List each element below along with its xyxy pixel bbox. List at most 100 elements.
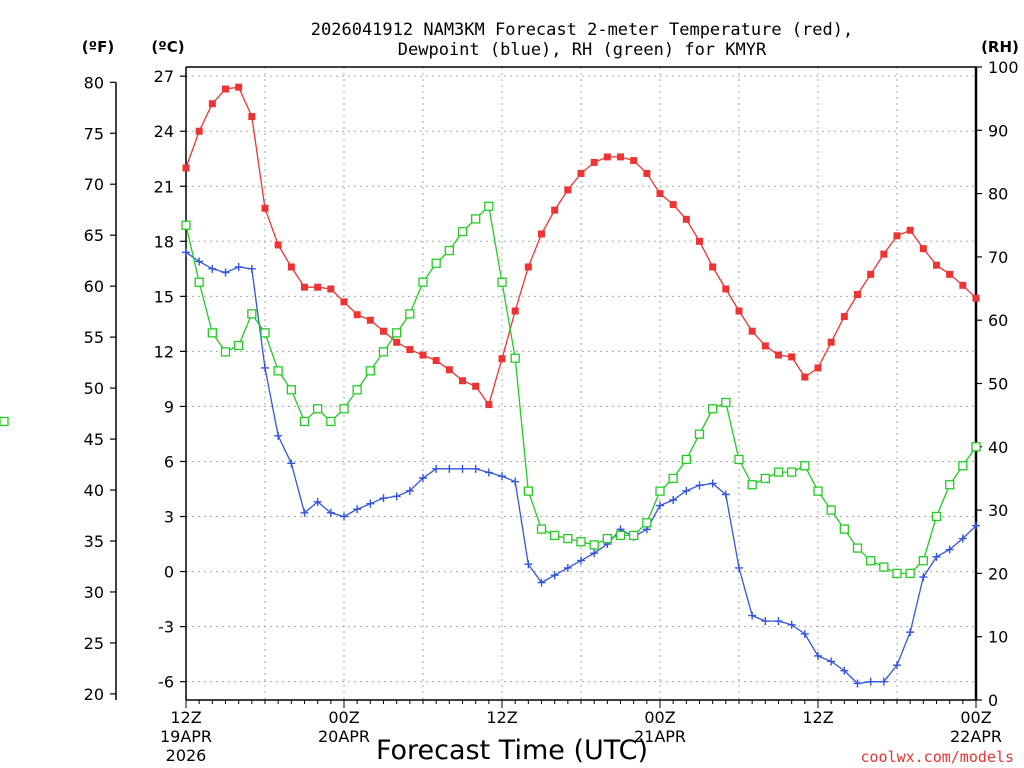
title-line-1: 2026041912 NAM3KM Forecast 2-meter Tempe… [311,20,853,40]
rh-point [326,416,336,427]
rh-tick-label: 70 [988,248,1008,267]
dewpoint-line [185,251,977,685]
2-meter-temperature-point [208,100,216,108]
f-tick-label: 70 [84,175,104,194]
2-meter-temperature-point [393,338,401,346]
dewpoint-point [484,468,493,477]
2-meter-temperature-point [880,250,888,258]
2-meter-temperature-point [946,270,954,278]
rh-point [299,416,310,427]
c-tick-label: 9 [164,397,174,416]
2-meter-temperature-point [696,237,703,245]
2-meter-temperature-point [919,245,927,253]
dewpoint-point [656,501,664,510]
rh-point [418,277,428,287]
2-meter-temperature-point [972,294,980,302]
rh-point [365,366,375,376]
dewpoint-point [182,248,190,257]
dewpoint-point [932,552,941,561]
dewpoint-point [879,677,888,686]
2-meter-temperature-point [630,157,638,165]
c-tick-label: -3 [158,618,174,637]
dewpoint-point [445,464,454,473]
rh-point [247,309,257,319]
2-meter-temperature-point [261,204,269,212]
rh-tick-label: 100 [988,58,1019,77]
rh-point [471,214,481,224]
rh-point [721,397,731,408]
rh-point [615,530,626,541]
dewpoint-point [432,464,441,473]
rh-unit-label: (RH) [981,38,1019,56]
dewpoint-point [458,464,467,473]
dewpoint-point [695,481,704,490]
credit-label: coolwx.com/models [860,748,1014,766]
2-meter-temperature-point [788,353,796,361]
rh-point [905,568,915,579]
dewpoint-point [840,666,849,675]
dewpoint-point [761,617,770,626]
rh-point [273,366,283,376]
rh-point [708,404,718,414]
x-tick-date-label: 21APR [634,727,686,746]
2-meter-temperature-point [432,357,440,365]
2-meter-temperature-point [735,307,743,315]
rh-point [181,220,191,230]
2-meter-temperature-point [498,355,506,363]
2-meter-temperature-point [656,190,664,198]
rh-tick-label: 30 [988,501,1008,520]
rh-point [694,429,705,439]
2-meter-temperature-point [340,298,348,306]
2-meter-temperature-point [406,346,414,354]
2-meter-temperature-series [182,83,980,409]
dewpoint-point [590,549,599,558]
rh-point [800,461,810,471]
2-meter-temperature-point [235,83,243,91]
rh-point [734,454,744,465]
2-meter-temperature-point [314,283,322,291]
2-meter-temperature-point [709,263,717,271]
dewpoint-point [958,534,967,543]
f-tick-label: 20 [84,685,104,704]
2-meter-temperature-point [617,153,624,161]
dewpoint-point [814,651,822,660]
c-tick-label: 21 [154,177,174,196]
dewpoint-point [906,628,915,637]
2-meter-temperature-point [327,285,335,293]
x-tick-time-label: 12Z [802,708,833,727]
rh-point [523,486,533,496]
2-meter-temperature-point [669,201,677,209]
title-line-2: Dewpoint (blue), RH (green) for KMYR [398,40,767,60]
rh-point [392,328,402,338]
dewpoint-point [366,499,375,508]
rh-point [563,533,573,544]
rh-point [760,473,770,484]
dewpoint-point [748,611,757,620]
axes: 20 25 30 35 40 45 50 55 60 65 70 75 80 -6 -3 0 3 6 9 12 15 18… [84,58,1019,765]
dewpoint-point [866,677,875,686]
rh-point [431,258,441,268]
c-tick-label: 18 [154,232,174,251]
rh-point [629,530,639,541]
dewpoint-point [498,472,506,481]
rh-point [589,540,599,550]
c-tick-label: 0 [164,563,174,582]
2-meter-temperature-point [682,215,690,223]
rh-point [852,543,863,553]
rh-point [352,385,362,395]
dewpoint-point [550,571,559,580]
rh-point [313,404,323,414]
dewpoint-point [682,486,691,495]
dewpoint-point [405,486,414,495]
dewpoint-point [800,629,809,638]
c-tick-label: 3 [164,508,174,527]
2-meter-temperature-point [222,85,229,93]
dewpoint-point [195,257,204,266]
dewpoint-point [853,679,862,688]
dewpoint-series [182,248,980,688]
f-tick-label: 40 [84,481,104,500]
2-meter-temperature-point [564,186,572,194]
f-tick-label: 55 [84,328,104,347]
2-meter-temperature-point [511,307,519,315]
dewpoint-point [261,363,269,372]
